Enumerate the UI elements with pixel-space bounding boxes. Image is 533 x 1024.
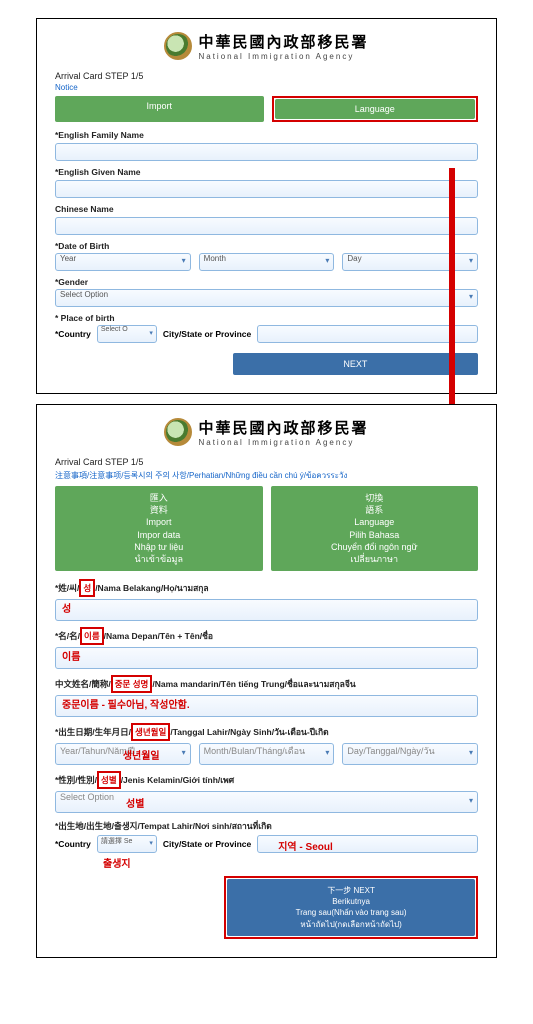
country-label: *Country	[55, 329, 91, 339]
gender-label: *Gender	[55, 277, 478, 287]
dob-label: *Date of Birth	[55, 241, 478, 251]
gender-sel-annotation: 성별	[126, 795, 144, 810]
pob-label-multi: *出生地/出生地/출생지/Tempat Lahir/Nơi sinh/สถานท…	[55, 819, 478, 833]
header: 中華民國內政部移民署 National Immigration Agency	[55, 31, 478, 65]
title-cn: 中華民國內政部移民署	[198, 417, 368, 438]
family-label-multi: *姓/씨/성/Nama Belakang/Họ/นามสกุล	[55, 579, 478, 597]
province-input[interactable]	[257, 325, 478, 343]
country-select-multi[interactable]: 請選擇 Se	[97, 835, 157, 853]
gender-label-multi: *性別/性別/성별/Jenis Kelamin/Giới tính/เพศ	[55, 771, 478, 789]
agency-logo	[164, 418, 192, 446]
title-cn: 中華民國內政部移民署	[198, 31, 368, 52]
next-highlight-box: 下一步 NEXTBerikutnyaTrang sau(Nhấn vào tra…	[224, 876, 478, 939]
country-annotation: 출생지	[103, 855, 478, 870]
chinese-name-label: Chinese Name	[55, 204, 478, 214]
dob-year-annotation: 생년월일	[123, 747, 160, 762]
given-name-label: *English Given Name	[55, 167, 478, 177]
year-select[interactable]: Year	[55, 253, 191, 271]
gender-select[interactable]: Select Option	[55, 289, 478, 307]
month-select[interactable]: Month	[199, 253, 335, 271]
given-name-input[interactable]	[55, 180, 478, 198]
given-input-multi[interactable]: 이름	[55, 647, 478, 669]
title-en: National Immigration Agency	[198, 52, 368, 61]
country-label-multi: *Country	[55, 839, 91, 849]
chinese-anno-box: 중문 성명	[111, 675, 153, 693]
month-select-multi[interactable]: Month/Bulan/Tháng/เดือน	[199, 743, 335, 765]
province-input-multi[interactable]: 지역 - Seoul	[257, 835, 478, 853]
header-bottom: 中華民國內政部移民署 National Immigration Agency	[55, 417, 478, 451]
next-button-multi[interactable]: 下一步 NEXTBerikutnyaTrang sau(Nhấn vào tra…	[227, 879, 475, 936]
day-select[interactable]: Day	[342, 253, 478, 271]
family-input-multi[interactable]: 성	[55, 599, 478, 621]
next-button[interactable]: NEXT	[233, 353, 478, 375]
top-panel: 中華民國內政部移民署 National Immigration Agency A…	[36, 18, 497, 394]
step-indicator: Arrival Card STEP 1/5	[55, 71, 478, 81]
family-name-label: *English Family Name	[55, 130, 478, 140]
day-select-multi[interactable]: Day/Tanggal/Ngày/วัน	[342, 743, 478, 765]
dob-label-multi: *出生日期/生年月日/생년월일/Tanggal Lahir/Ngày Sinh/…	[55, 723, 478, 741]
gender-select-multi[interactable]: Select Option 성별	[55, 791, 478, 813]
pob-label: * Place of birth	[55, 313, 478, 323]
province-annotation: 지역 - Seoul	[278, 838, 333, 853]
button-row: Import Language	[55, 96, 478, 122]
country-select[interactable]: Select O	[97, 325, 157, 343]
city-label-multi: City/State or Province	[163, 839, 251, 849]
language-highlight-box: Language	[272, 96, 479, 122]
notice-link[interactable]: Notice	[55, 83, 478, 92]
step-indicator: Arrival Card STEP 1/5	[55, 457, 478, 467]
city-label: City/State or Province	[163, 329, 251, 339]
gender-anno-box: 성별	[97, 771, 121, 789]
family-anno-box: 성	[79, 579, 95, 597]
language-button[interactable]: Language	[275, 99, 476, 119]
import-button[interactable]: Import	[55, 96, 264, 122]
agency-logo	[164, 32, 192, 60]
dob-anno-box: 생년월일	[131, 723, 170, 741]
given-anno-box: 이름	[80, 627, 104, 645]
given-label-multi: *名/名/이름/Nama Depan/Tên + Tên/ชื่อ	[55, 627, 478, 645]
chinese-label-multi: 中文姓名/簡称/중문 성명/Nama mandarin/Tên tiếng Tr…	[55, 675, 478, 693]
title-en: National Immigration Agency	[198, 438, 368, 447]
bottom-panel: 中華民國內政部移民署 National Immigration Agency A…	[36, 404, 497, 958]
import-button-multi[interactable]: 匯入資料ImportImpor dataNhập tư liệuนำเข้าข้…	[55, 486, 263, 571]
notice-link-multi[interactable]: 注意事項/注意事项/등록시의 주의 사항/Perhatian/Những điề…	[55, 469, 478, 482]
chinese-name-input[interactable]	[55, 217, 478, 235]
chinese-input-multi[interactable]: 중문이름 - 필수아님, 작성안함.	[55, 695, 478, 717]
year-select-multi[interactable]: Year/Tahun/Năm/ปี 생년월일	[55, 743, 191, 765]
family-name-input[interactable]	[55, 143, 478, 161]
language-button-multi[interactable]: 切換語系LanguagePilih BahasaChuyển đổi ngôn …	[271, 486, 479, 571]
